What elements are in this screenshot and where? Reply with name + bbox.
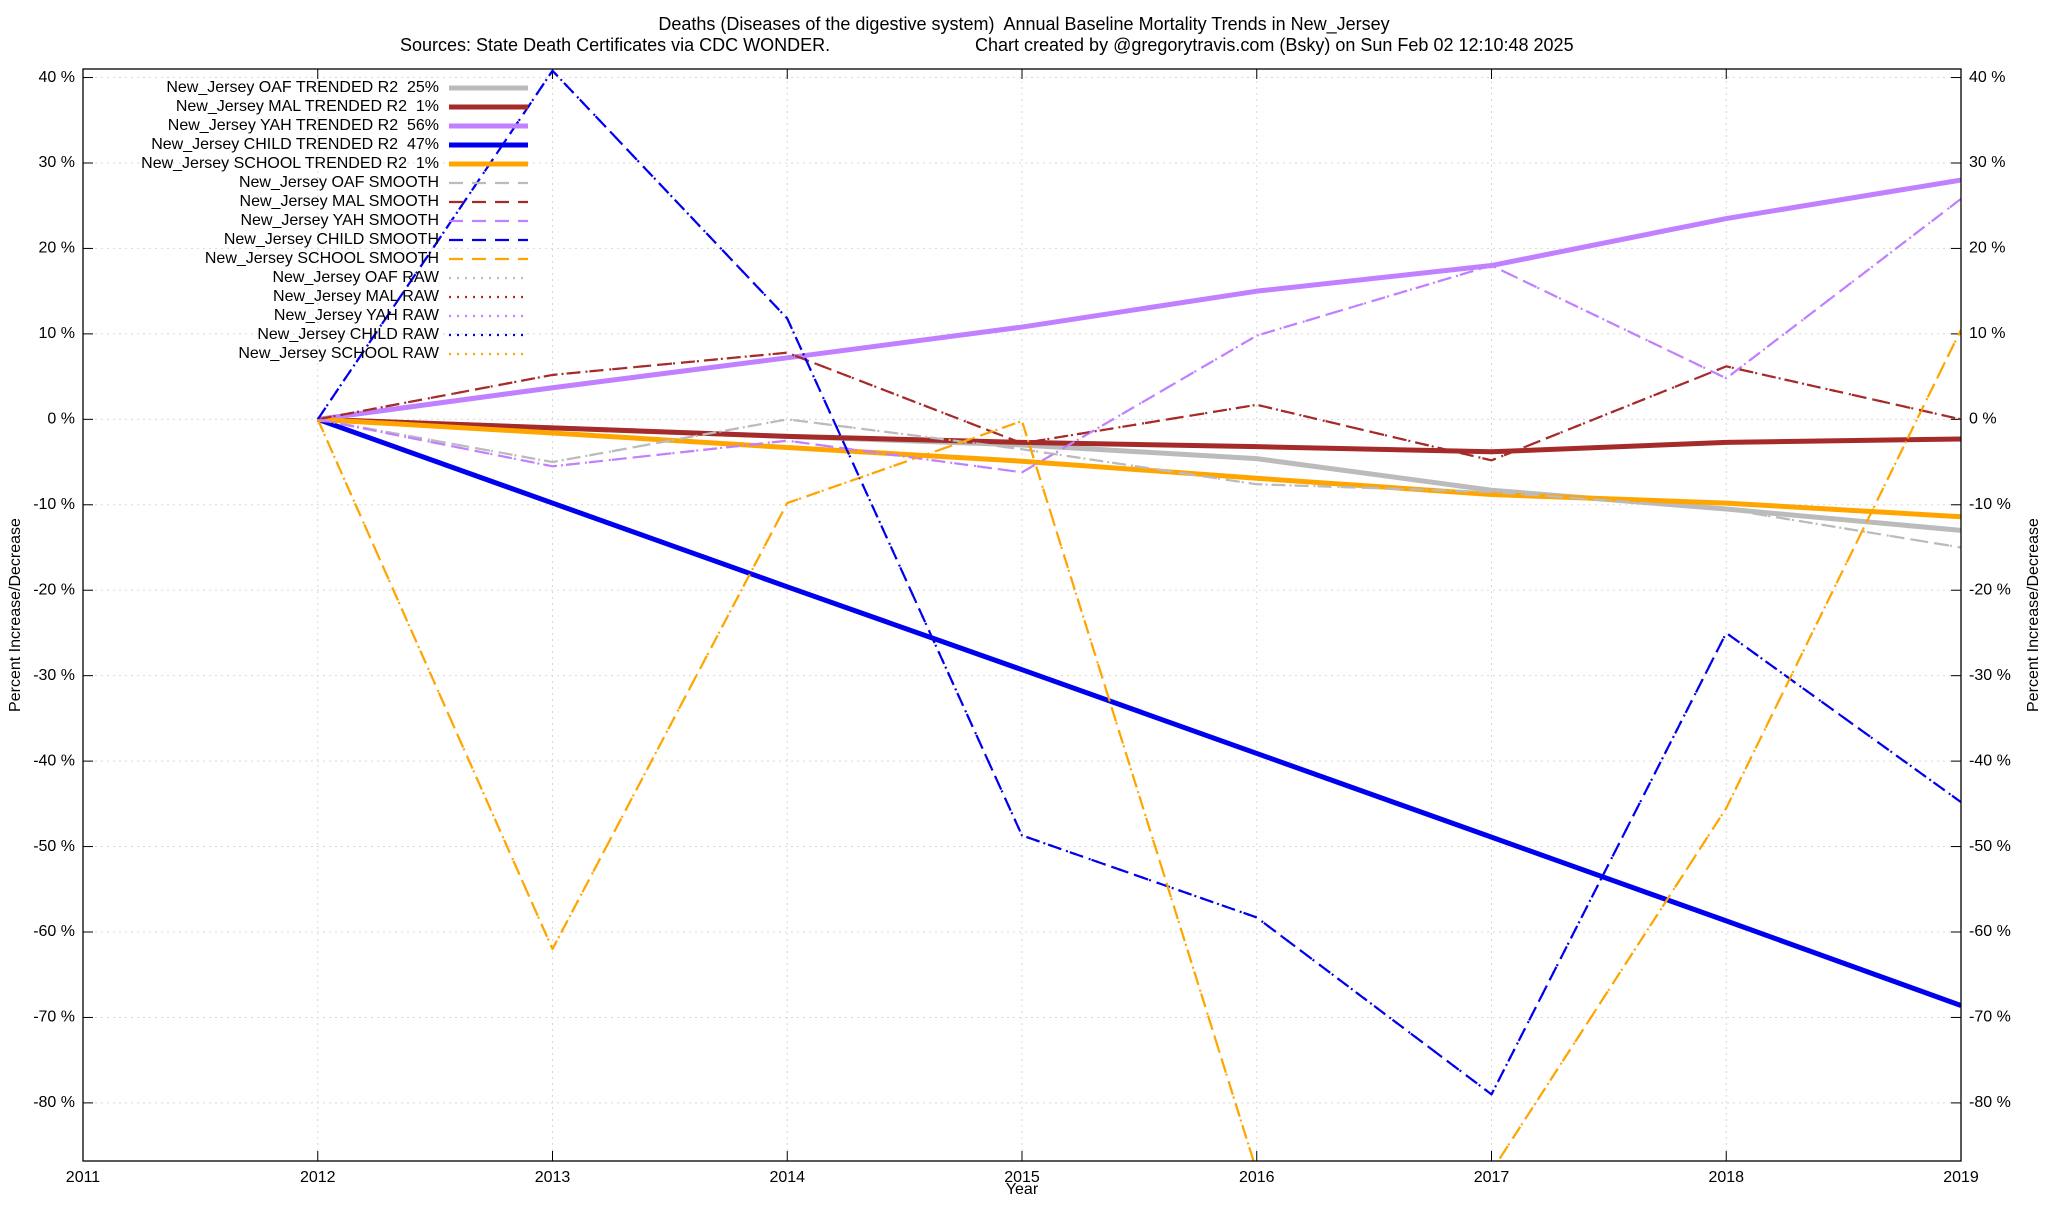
chart-subtitle: Sources: State Death Certificates via CD… (400, 35, 830, 55)
legend-label: New_Jersey SCHOOL SMOOTH (205, 250, 439, 267)
y2-tick-label: 30 % (1969, 154, 2005, 171)
y-tick-label: -70 % (33, 1009, 75, 1026)
series-line (317, 418, 1961, 549)
legend-label: New_Jersey OAF SMOOTH (239, 174, 439, 191)
series-line (316, 69, 1961, 1096)
legend-label: New_Jersey MAL SMOOTH (240, 193, 439, 210)
x-tick-label: 2019 (1943, 1169, 1979, 1186)
legend-label: New_Jersey OAF RAW (272, 269, 439, 286)
y-tick-label: -20 % (33, 581, 75, 598)
y2-tick-label: -50 % (1969, 838, 2011, 855)
series-line (316, 416, 1961, 1008)
legend-label: New_Jersey YAH RAW (274, 307, 440, 324)
grid (82, 69, 1962, 1161)
series-line (317, 416, 1961, 520)
y2-tick-label: 20 % (1969, 240, 2005, 257)
y-tick-label: -30 % (33, 667, 75, 684)
y-tick-label: 0 % (47, 411, 75, 428)
y-tick-label: 30 % (39, 154, 75, 171)
legend: New_Jersey OAF TRENDED R2 25% New_Jersey … (141, 79, 528, 362)
y2-tick-label: -10 % (1969, 496, 2011, 513)
series-line (317, 351, 1961, 462)
x-tick-label: 2011 (66, 1169, 101, 1186)
series-line (316, 329, 1961, 1161)
legend-label: New_Jersey SCHOOL RAW (238, 345, 440, 362)
x-tick-label: 2016 (1239, 1169, 1275, 1186)
y-tick-label: 20 % (39, 240, 75, 257)
y-tick-label: 40 % (39, 69, 75, 86)
legend-label: New_Jersey SCHOOL TRENDED R2 1% (141, 155, 439, 172)
series-line (316, 329, 1961, 1161)
series-line (317, 198, 1961, 474)
y2-tick-label: 40 % (1969, 69, 2005, 86)
y-tick-label: -10 % (33, 496, 75, 513)
y2-tick-label: -80 % (1969, 1094, 2011, 1111)
y2-tick-label: -70 % (1969, 1009, 2011, 1026)
plot-lines (316, 69, 1961, 1161)
y2-tick-label: -30 % (1969, 667, 2011, 684)
chart-credit: Chart created by @gregorytravis.com (Bsk… (975, 35, 1574, 55)
y2-tick-label: 10 % (1969, 325, 2005, 342)
series-line (317, 416, 1961, 455)
x-tick-label: 2012 (300, 1169, 336, 1186)
plot-border (82, 68, 1962, 1162)
legend-label: New_Jersey CHILD TRENDED R2 47% (151, 136, 439, 153)
y2-axis-label: Percent Increase/Decrease (2025, 518, 2042, 712)
x-tick-label: 2018 (1708, 1169, 1744, 1186)
x-tick-label: 2017 (1474, 1169, 1510, 1186)
y-tick-label: -50 % (33, 838, 75, 855)
x-tick-label: 2015 (1004, 1169, 1040, 1186)
legend-label: New_Jersey MAL RAW (273, 288, 440, 305)
chart-title: Deaths (Diseases of the digestive system… (658, 14, 1389, 35)
x-axis-label: Year (1006, 1181, 1039, 1198)
y-tick-label: 10 % (39, 325, 75, 342)
y2-tick-label: 0 % (1969, 411, 1997, 428)
series-line (317, 198, 1961, 474)
series-line (317, 418, 1961, 549)
series-line (317, 177, 1961, 422)
legend-label: New_Jersey YAH TRENDED R2 56% (168, 117, 439, 134)
y2-tick-label: -60 % (1969, 923, 2011, 940)
y-tick-label: -60 % (33, 923, 75, 940)
y2-tick-label: -20 % (1969, 581, 2011, 598)
y2-tick-label: -40 % (1969, 752, 2011, 769)
legend-label: New_Jersey OAF TRENDED R2 25% (166, 79, 439, 96)
legend-label: New_Jersey YAH SMOOTH (240, 212, 439, 229)
x-tick-label: 2013 (535, 1169, 571, 1186)
x-tick-label: 2014 (769, 1169, 805, 1186)
legend-label: New_Jersey CHILD RAW (257, 326, 440, 343)
legend-label: New_Jersey MAL TRENDED R2 1% (176, 98, 439, 115)
series-line (316, 69, 1961, 1096)
y-axis-label: Percent Increase/Decrease (7, 518, 24, 712)
y-tick-label: -80 % (33, 1094, 75, 1111)
legend-label: New_Jersey CHILD SMOOTH (224, 231, 439, 248)
y-tick-label: -40 % (33, 752, 75, 769)
